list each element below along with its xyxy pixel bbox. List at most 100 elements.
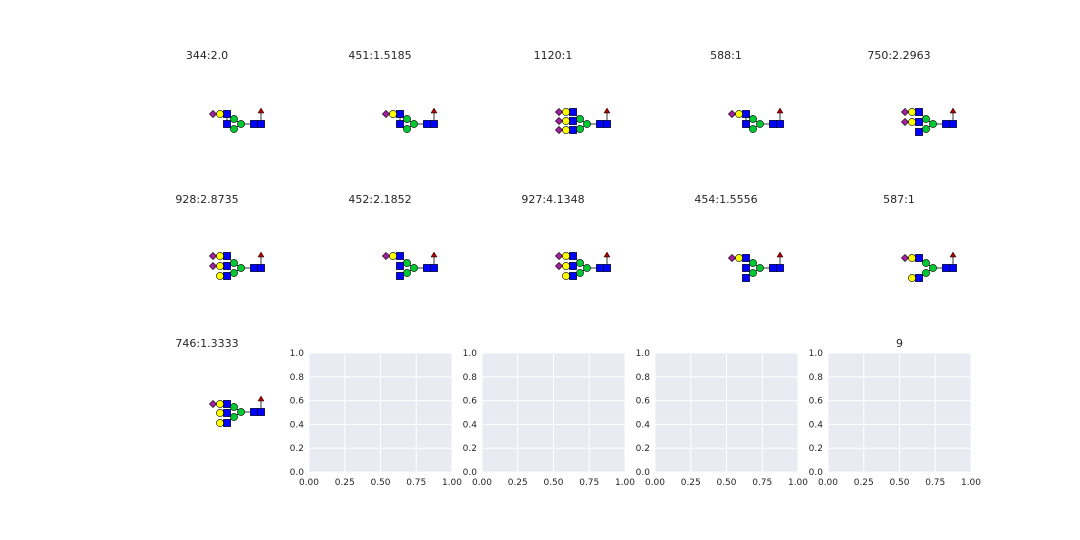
galactose-circle-icon — [908, 108, 916, 116]
sialic-acid-diamond-icon — [727, 109, 737, 119]
panel-title: 928:2.8735 — [175, 193, 238, 206]
fucose-arrow-icon — [257, 395, 265, 402]
glycan-structure-icon — [727, 107, 784, 133]
glcnac-square-icon — [569, 272, 577, 280]
glcnac-square-icon — [742, 264, 750, 272]
mannose-circle-icon — [576, 269, 584, 277]
y-tick-label: 1.0 — [463, 349, 478, 359]
mannose-circle-icon — [756, 264, 764, 272]
glcnac-square-icon — [250, 120, 258, 128]
glcnac-square-icon — [423, 120, 431, 128]
mannose-circle-icon — [922, 259, 930, 267]
x-tick-label: 0.25 — [854, 478, 874, 488]
glcnac-square-icon — [396, 252, 404, 260]
mannose-circle-icon — [230, 269, 238, 277]
x-tick-label: 0.75 — [579, 478, 599, 488]
mannose-circle-icon — [230, 115, 238, 123]
glycan-structure-icon — [554, 251, 611, 280]
x-tick-label: 0.25 — [681, 478, 701, 488]
galactose-circle-icon — [735, 110, 743, 118]
sialic-acid-diamond-icon — [208, 261, 218, 271]
fucose-arrow-icon — [949, 251, 957, 258]
fucose-arrow-icon — [776, 251, 784, 258]
panel-title: 1120:1 — [534, 49, 573, 62]
glcnac-square-icon — [223, 409, 231, 417]
glycan-panel: 927:4.1348 — [521, 193, 611, 280]
galactose-circle-icon — [216, 272, 224, 280]
glycan-panels: 344:2.0 451:1.5185 1120:1 588:1 750:2.2963 92… — [175, 49, 957, 427]
y-tick-label: 0.6 — [463, 397, 478, 407]
glcnac-square-icon — [257, 120, 265, 128]
glycan-structure-icon — [381, 107, 438, 133]
y-tick-label: 0.6 — [636, 397, 651, 407]
galactose-circle-icon — [562, 252, 570, 260]
x-tick-label: 0.50 — [370, 478, 390, 488]
sialic-acid-diamond-icon — [208, 399, 218, 409]
glycan-panel: 451:1.5185 — [348, 49, 438, 133]
galactose-circle-icon — [562, 272, 570, 280]
x-tick-label: 1.00 — [615, 478, 635, 488]
mannose-circle-icon — [410, 264, 418, 272]
x-tick-label: 0.00 — [299, 478, 319, 488]
glcnac-square-icon — [396, 120, 404, 128]
y-tick-label: 0.0 — [290, 468, 305, 478]
mannose-circle-icon — [403, 269, 411, 277]
mannose-circle-icon — [230, 403, 238, 411]
sialic-acid-diamond-icon — [554, 107, 564, 117]
glcnac-square-icon — [915, 108, 923, 116]
y-tick-label: 0.6 — [290, 397, 305, 407]
mannose-circle-icon — [576, 115, 584, 123]
glycan-panel: 588:1 — [710, 49, 784, 133]
empty-axes: 0.00 0.25 0.50 0.75 1.00 0.0 0.2 0.4 0.6 0.8 1.0 — [290, 349, 463, 488]
mannose-circle-icon — [410, 120, 418, 128]
mannose-circle-icon — [922, 125, 930, 133]
mannose-circle-icon — [749, 259, 757, 267]
glycan-structure-icon — [900, 251, 957, 282]
sialic-acid-diamond-icon — [727, 253, 737, 263]
x-tick-label: 0.75 — [925, 478, 945, 488]
glcnac-square-icon — [603, 120, 611, 128]
glcnac-square-icon — [596, 264, 604, 272]
sialic-acid-diamond-icon — [900, 107, 910, 117]
glycan-panel: 454:1.5556 — [694, 193, 784, 282]
glcnac-square-icon — [603, 264, 611, 272]
glcnac-square-icon — [915, 274, 923, 282]
mannose-circle-icon — [922, 115, 930, 123]
glcnac-square-icon — [223, 400, 231, 408]
mannose-circle-icon — [576, 259, 584, 267]
x-tick-label: 1.00 — [961, 478, 981, 488]
fucose-arrow-icon — [257, 251, 265, 258]
glcnac-square-icon — [223, 262, 231, 270]
x-tick-label: 0.25 — [508, 478, 528, 488]
x-tick-label: 0.75 — [406, 478, 426, 488]
panel-title: 750:2.2963 — [867, 49, 930, 62]
glcnac-square-icon — [257, 264, 265, 272]
panel-title: 587:1 — [883, 193, 915, 206]
mannose-circle-icon — [403, 125, 411, 133]
galactose-circle-icon — [216, 110, 224, 118]
glycan-structure-icon — [900, 107, 957, 136]
glcnac-square-icon — [776, 264, 784, 272]
empty-axes: 0.00 0.25 0.50 0.75 1.00 0.0 0.2 0.4 0.6 0.8 1.0 9 — [809, 337, 982, 488]
x-tick-label: 0.00 — [645, 478, 665, 488]
glcnac-square-icon — [250, 264, 258, 272]
x-tick-label: 0.50 — [543, 478, 563, 488]
empty-axes: 0.00 0.25 0.50 0.75 1.00 0.0 0.2 0.4 0.6 0.8 1.0 — [636, 349, 809, 488]
glycan-panel: 452:2.1852 — [348, 193, 438, 280]
x-tick-label: 1.00 — [788, 478, 808, 488]
glycan-panel: 344:2.0 — [186, 49, 265, 133]
glcnac-square-icon — [596, 120, 604, 128]
glcnac-square-icon — [569, 126, 577, 134]
galactose-circle-icon — [562, 262, 570, 270]
glycan-structure-icon — [208, 107, 265, 133]
y-tick-label: 0.8 — [636, 373, 651, 383]
sialic-acid-diamond-icon — [900, 117, 910, 127]
fucose-arrow-icon — [603, 251, 611, 258]
y-tick-label: 1.0 — [636, 349, 651, 359]
glycan-panel: 750:2.2963 — [867, 49, 957, 136]
y-tick-label: 0.0 — [463, 468, 478, 478]
sialic-acid-diamond-icon — [208, 251, 218, 261]
glycan-panel: 928:2.8735 — [175, 193, 265, 280]
fucose-arrow-icon — [430, 107, 438, 114]
galactose-circle-icon — [908, 118, 916, 126]
